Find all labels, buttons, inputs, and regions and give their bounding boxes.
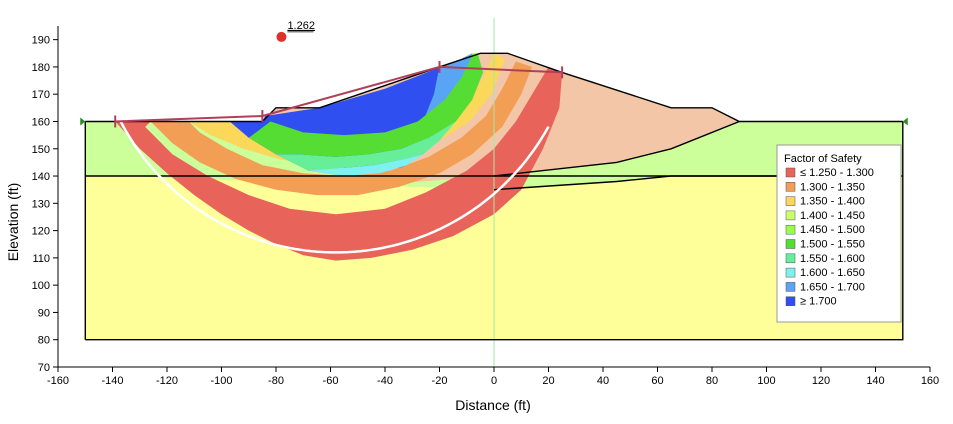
y-tick-label: 190	[32, 35, 50, 47]
critical-fs-label: 1.262	[287, 20, 315, 32]
y-tick-label: 180	[32, 62, 50, 74]
y-tick-label: 130	[32, 198, 50, 210]
material-boundary-3	[493, 120, 740, 177]
x-tick-label: -120	[156, 375, 178, 387]
x-tick-label: 120	[812, 375, 830, 387]
plot-area: 1.262	[80, 18, 908, 367]
fs-contour-band-7	[308, 154, 424, 176]
y-tick-label: 80	[38, 335, 50, 347]
x-tick-label: 100	[757, 375, 775, 387]
x-tick-label: -60	[323, 375, 339, 387]
material-boundary-1	[85, 121, 904, 341]
legend-item-label-5: 1.500 - 1.550	[800, 239, 865, 251]
legend-swatch-3	[785, 210, 796, 221]
y-tick-label: 140	[32, 171, 50, 183]
y-tick-label: 100	[32, 280, 50, 292]
fs-contour-band-0	[115, 66, 563, 261]
legend-item-label-8: 1.650 - 1.700	[800, 281, 865, 293]
critical-center-point	[276, 31, 287, 42]
fs-contour-band-1	[150, 61, 533, 196]
legend-title: Factor of Safety	[784, 153, 862, 165]
legend: Factor of Safety ≤ 1.250 - 1.300 1.300 - …	[776, 144, 902, 323]
y-tick-label: 160	[32, 116, 50, 128]
critical-slip-surface	[114, 109, 550, 254]
legend-swatch-8	[785, 282, 796, 292]
ground-surface	[85, 52, 903, 123]
legend-box	[776, 144, 902, 323]
model-support-1	[902, 117, 908, 126]
x-tick-label: 20	[542, 375, 554, 387]
slip-search-limits	[115, 65, 563, 123]
x-tick-label: -160	[47, 375, 69, 387]
y-tick-label: 120	[32, 226, 50, 238]
y-axis-title: Elevation (ft)	[5, 183, 21, 262]
fs-contour-band-8	[276, 121, 456, 171]
y-tick-label: 70	[38, 362, 50, 374]
fs-contour-band-6	[379, 53, 473, 168]
legend-swatch-0	[785, 167, 796, 178]
legend-swatch-1	[785, 182, 796, 192]
legend-swatch-5	[785, 239, 796, 249]
y-tick-label: 170	[32, 89, 50, 101]
x-tick-label: 160	[921, 375, 939, 387]
legend-item-label-2: 1.350 - 1.400	[800, 196, 865, 208]
y-tick-label: 90	[38, 307, 50, 319]
axes: -160 -140 -120 -100 -80 -60 -40 -20 0 20 40 60 80 100…	[32, 26, 939, 387]
legend-swatch-6	[785, 253, 796, 264]
fs-contour-band-9	[248, 53, 484, 157]
x-tick-label: -100	[210, 375, 232, 387]
legend-swatch-7	[785, 267, 796, 278]
legend-item-label-4: 1.450 - 1.500	[800, 224, 865, 236]
x-tick-label: 80	[706, 375, 718, 387]
legend-items: ≤ 1.250 - 1.300 1.300 - 1.350 1.350 - 1.40…	[785, 167, 874, 308]
legend-swatch-9	[785, 296, 796, 306]
x-tick-label: 0	[491, 375, 497, 387]
legend-item-label-0: ≤ 1.250 - 1.300	[800, 167, 874, 179]
legend-swatch-4	[785, 224, 796, 235]
x-tick-label: -20	[432, 375, 448, 387]
x-tick-label: -80	[268, 375, 284, 387]
legend-item-label-3: 1.400 - 1.450	[800, 210, 865, 222]
model-support-0	[80, 117, 86, 126]
x-tick-label: 40	[597, 375, 609, 387]
x-tick-label: -40	[377, 375, 393, 387]
y-tick-label: 110	[32, 253, 50, 265]
legend-item-label-7: 1.600 - 1.650	[800, 267, 865, 279]
legend-item-label-6: 1.550 - 1.600	[800, 253, 865, 265]
x-tick-label: -140	[101, 375, 123, 387]
x-tick-label: 140	[866, 375, 884, 387]
x-axis-title: Distance (ft)	[455, 397, 530, 413]
y-tick-label: 150	[32, 144, 50, 156]
legend-swatch-2	[785, 196, 796, 206]
legend-item-label-1: 1.300 - 1.350	[800, 181, 865, 193]
legend-item-label-9: ≥ 1.700	[800, 296, 837, 308]
x-tick-label: 60	[651, 375, 663, 387]
